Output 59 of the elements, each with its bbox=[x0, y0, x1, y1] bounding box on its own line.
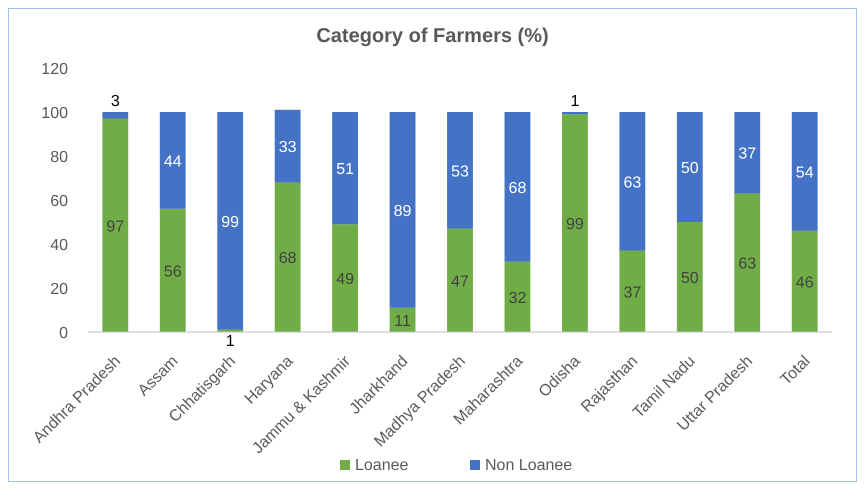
data-label: 63 bbox=[623, 174, 642, 192]
y-tick-label: 40 bbox=[50, 237, 68, 254]
data-label: 3 bbox=[110, 93, 120, 110]
bar bbox=[792, 112, 818, 231]
data-label: 68 bbox=[278, 250, 297, 268]
data-label: 32 bbox=[508, 290, 526, 307]
bar bbox=[160, 208, 186, 332]
y-tick-label: 100 bbox=[41, 105, 68, 122]
bar bbox=[734, 193, 760, 332]
bar bbox=[447, 228, 473, 332]
y-tick-label: 120 bbox=[41, 61, 68, 78]
legend-label: Non Loanee bbox=[485, 457, 572, 474]
bar bbox=[274, 182, 301, 332]
legend-label: Loanee bbox=[355, 457, 408, 474]
bar bbox=[619, 112, 646, 251]
bar bbox=[217, 112, 244, 330]
data-label: 50 bbox=[680, 160, 699, 177]
bar bbox=[332, 112, 358, 224]
bar bbox=[504, 112, 530, 262]
data-label: 99 bbox=[221, 214, 240, 231]
data-label: 50 bbox=[680, 270, 699, 287]
data-label: 37 bbox=[738, 146, 756, 163]
data-label: 37 bbox=[623, 284, 642, 302]
bar bbox=[504, 262, 530, 332]
bar bbox=[734, 112, 760, 194]
bar bbox=[619, 250, 646, 332]
data-label: 56 bbox=[164, 263, 182, 280]
bar bbox=[562, 114, 588, 332]
bar bbox=[102, 118, 128, 332]
data-label: 11 bbox=[394, 312, 411, 330]
data-label: 68 bbox=[508, 180, 526, 197]
data-label: 33 bbox=[278, 139, 297, 156]
data-label: 46 bbox=[796, 274, 814, 292]
bar bbox=[274, 110, 301, 182]
bar bbox=[447, 112, 473, 229]
data-label: 53 bbox=[451, 163, 469, 180]
data-label: 63 bbox=[738, 256, 756, 273]
data-label: 99 bbox=[566, 216, 584, 234]
y-tick-label: 80 bbox=[50, 149, 68, 166]
bar bbox=[102, 112, 128, 119]
bar bbox=[160, 112, 186, 209]
data-label: 1 bbox=[226, 333, 235, 350]
data-label: 47 bbox=[451, 273, 469, 290]
bar bbox=[676, 112, 703, 222]
y-tick-label: 0 bbox=[59, 325, 68, 342]
bar bbox=[332, 224, 358, 332]
data-label: 49 bbox=[336, 271, 354, 288]
data-label: 54 bbox=[796, 164, 814, 182]
data-label: 89 bbox=[394, 202, 412, 220]
data-label: 1 bbox=[570, 93, 580, 110]
data-label: 51 bbox=[336, 161, 354, 178]
chart-title: Category of Farmers (%) bbox=[316, 25, 549, 47]
bar bbox=[390, 112, 416, 308]
bar bbox=[676, 222, 703, 332]
data-label: 44 bbox=[164, 153, 182, 170]
y-tick-label: 20 bbox=[50, 281, 68, 298]
bar bbox=[792, 230, 818, 332]
y-tick-label: 60 bbox=[50, 193, 68, 210]
data-label: 97 bbox=[106, 218, 124, 236]
